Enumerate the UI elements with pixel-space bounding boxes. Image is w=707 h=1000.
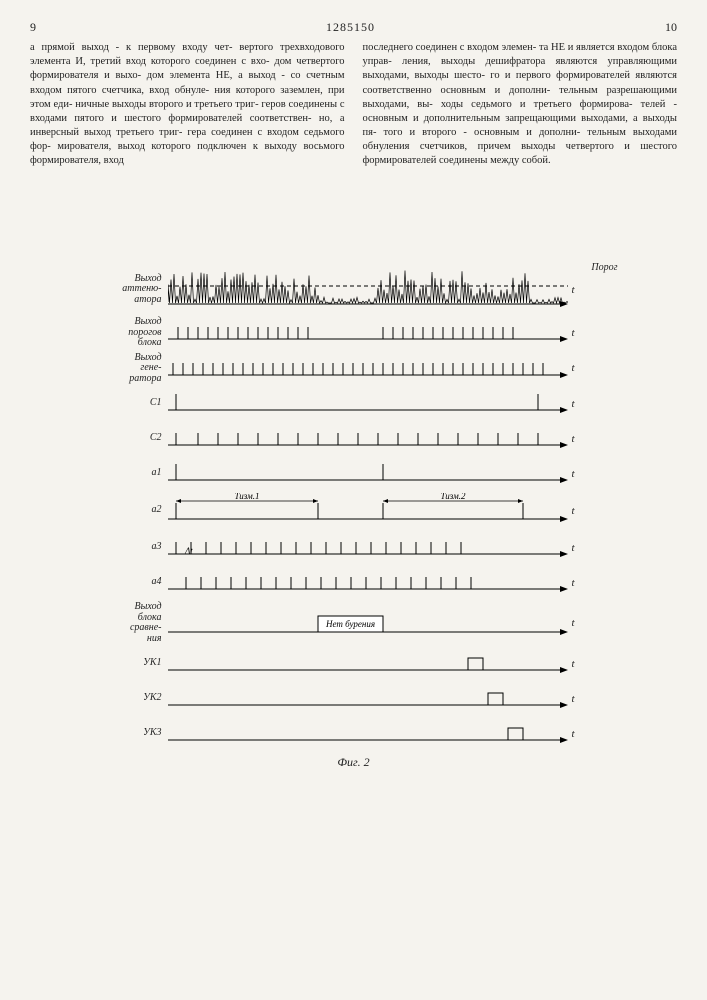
- trace-porog: [168, 317, 568, 348]
- porog-label: Порог: [591, 262, 617, 273]
- label-a4: а4: [94, 577, 168, 588]
- label-a1: а1: [94, 468, 168, 479]
- trace-a1: [168, 458, 568, 489]
- svg-text:Δt: Δt: [184, 546, 193, 556]
- trace-gen: [168, 353, 568, 384]
- t-axis: t: [572, 284, 575, 296]
- label-gen: Выход гене- ратора: [94, 353, 168, 385]
- trace-c2: [168, 423, 568, 454]
- col-right: последнего соединен с входом элемен- та …: [363, 41, 678, 241]
- trace-a3: Δt: [168, 532, 568, 563]
- trace-a2: Тизм.1 Тизм.2: [168, 493, 568, 528]
- label-porog: Выход порогов блока: [94, 317, 168, 349]
- trace-c1: [168, 388, 568, 419]
- label-uk3: УК3: [94, 728, 168, 739]
- svg-text:Нет бурения: Нет бурения: [324, 619, 374, 629]
- trace-attenuator: Порог: [168, 266, 568, 313]
- figure-caption: Фиг. 2: [94, 755, 614, 770]
- label-srav: Выход блока сравне- ния: [94, 602, 168, 644]
- page-header: 9 1285150 10: [30, 20, 677, 35]
- svg-text:Тизм.2: Тизм.2: [440, 493, 466, 501]
- trace-a4: [168, 567, 568, 598]
- figure-2: Выход аттеню- атора Порог t Выход порого…: [94, 266, 614, 770]
- trace-uk2: [168, 683, 568, 714]
- label-attenuator: Выход аттеню- атора: [94, 274, 168, 306]
- page-right: 10: [665, 20, 677, 35]
- trace-uk3: [168, 718, 568, 749]
- label-uk2: УК2: [94, 693, 168, 704]
- label-uk1: УК1: [94, 658, 168, 669]
- label-a3: а3: [94, 542, 168, 553]
- label-a2: а2: [94, 505, 168, 516]
- label-c1: С1: [94, 398, 168, 409]
- text-columns: а прямой выход - к первому входу чет- ве…: [30, 41, 677, 241]
- col-left: а прямой выход - к первому входу чет- ве…: [30, 41, 345, 241]
- trace-srav: Нет бурения: [168, 606, 568, 641]
- doc-number: 1285150: [36, 20, 665, 35]
- svg-text:Тизм.1: Тизм.1: [234, 493, 259, 501]
- trace-uk1: [168, 648, 568, 679]
- label-c2: С2: [94, 433, 168, 444]
